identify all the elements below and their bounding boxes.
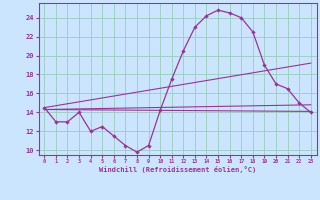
X-axis label: Windchill (Refroidissement éolien,°C): Windchill (Refroidissement éolien,°C) <box>99 166 256 173</box>
